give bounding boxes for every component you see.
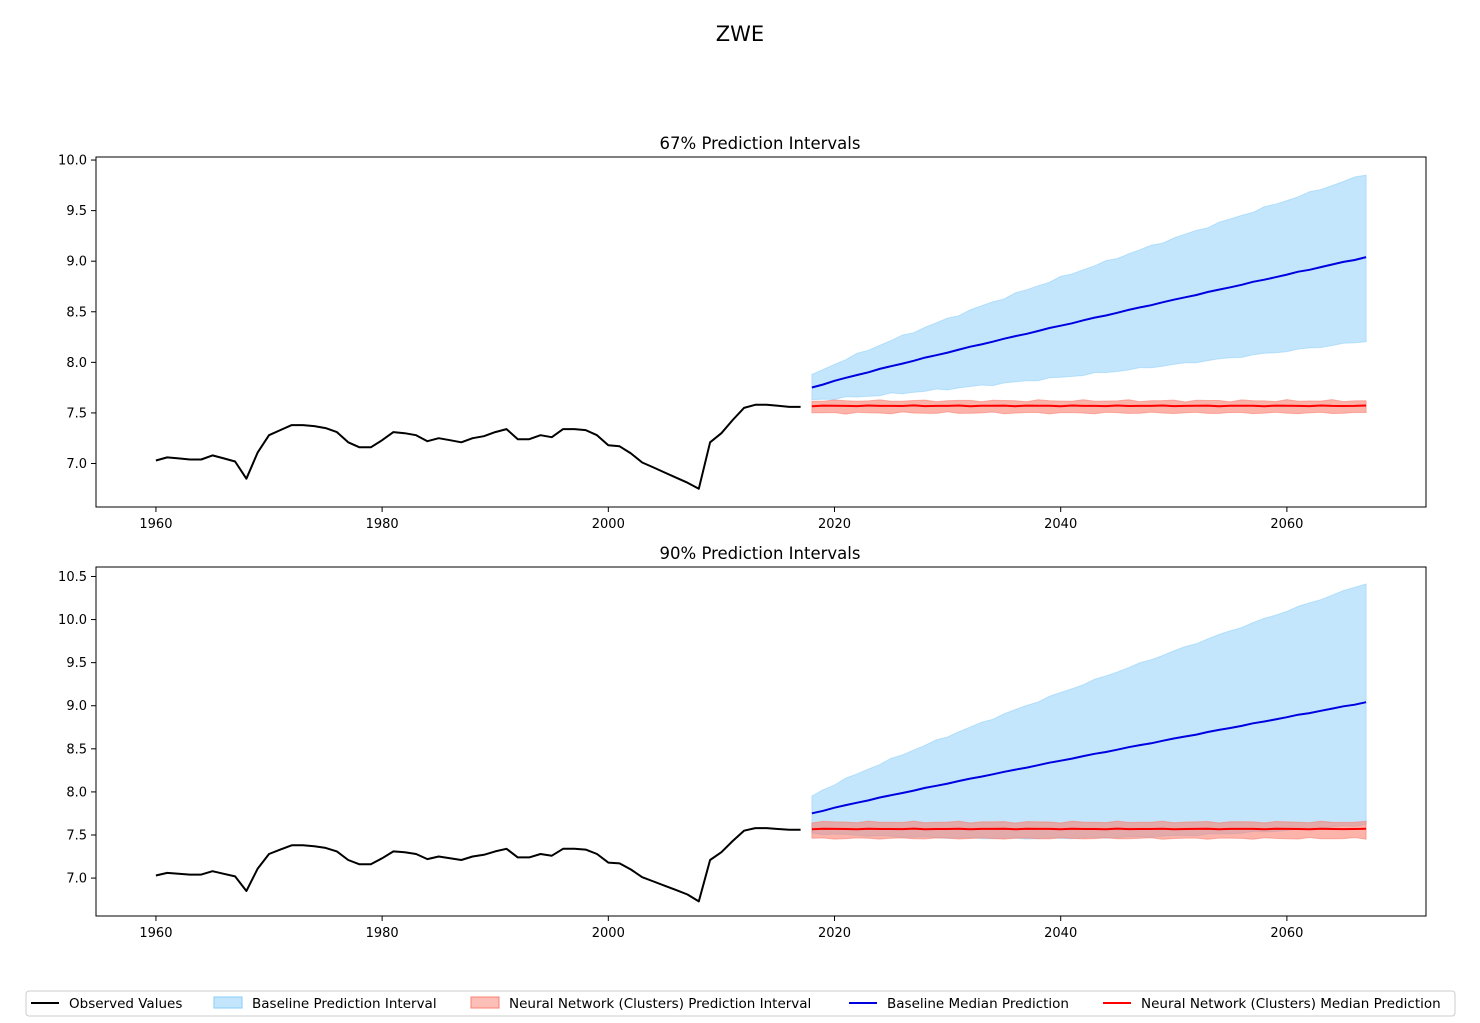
legend: Observed Values Baseline Prediction Inte… [25,990,1456,1017]
figure-title: ZWE [716,22,764,46]
x-tick-label: 2060 [1270,926,1303,941]
panel-90-percent: 90% Prediction Intervals 1960 1980 2000 202… [58,544,1427,941]
y-tick-label: 9.0 [66,699,87,714]
legend-label-baseline-interval: Baseline Prediction Interval [252,996,437,1012]
x-tick-label: 1960 [139,517,172,532]
baseline-median-line [811,256,1367,389]
x-tick-label: 2000 [592,517,625,532]
y-tick-label: 10.0 [58,154,87,169]
legend-label-observed: Observed Values [69,996,182,1012]
observed-line [155,827,801,903]
y-tick-label: 10.5 [58,570,87,585]
legend-swatch-nn-interval [470,996,500,1009]
axes-frame [95,566,1427,917]
x-tick-label: 2000 [592,926,625,941]
y-tick-label: 8.5 [66,305,87,320]
panel-title-90: 90% Prediction Intervals [660,544,861,563]
panel-67-percent: 67% Prediction Intervals 1960 1980 2000 202… [58,134,1427,532]
baseline-median-line [811,701,1367,815]
x-tick-label: 1980 [366,926,399,941]
legend-label-nn-median: Neural Network (Clusters) Median Predict… [1141,996,1441,1012]
baseline-interval-band [811,174,1367,401]
axes-frame [95,156,1427,508]
legend-swatch-baseline-interval [213,996,243,1009]
legend-label-nn-interval: Neural Network (Clusters) Prediction Int… [509,996,811,1012]
y-tick-label: 7.5 [66,406,87,421]
x-tick-label: 2020 [818,517,851,532]
x-tick-label: 2020 [818,926,851,941]
y-tick-label: 10.0 [58,613,87,628]
y-tick-label: 7.0 [66,457,87,472]
panel-title-67: 67% Prediction Intervals [660,134,861,153]
nn-median-line [811,827,1367,831]
legend-frame [25,990,1456,1017]
y-tick-label: 7.5 [66,828,87,843]
y-tick-label: 9.0 [66,255,87,270]
legend-label-baseline-median: Baseline Median Prediction [887,996,1069,1012]
x-tick-label: 2060 [1270,517,1303,532]
y-tick-label: 8.0 [66,356,87,371]
x-tick-label: 2040 [1044,517,1077,532]
x-tick-label: 1960 [139,926,172,941]
x-tick-label: 1980 [366,517,399,532]
nn-interval-band [811,820,1367,840]
y-tick-label: 7.0 [66,872,87,887]
y-tick-label: 8.5 [66,742,87,757]
y-tick-label: 8.0 [66,785,87,800]
observed-line [155,403,801,490]
x-tick-label: 2040 [1044,926,1077,941]
y-tick-label: 9.5 [66,204,87,219]
y-tick-label: 9.5 [66,656,87,671]
nn-median-line [811,404,1367,408]
